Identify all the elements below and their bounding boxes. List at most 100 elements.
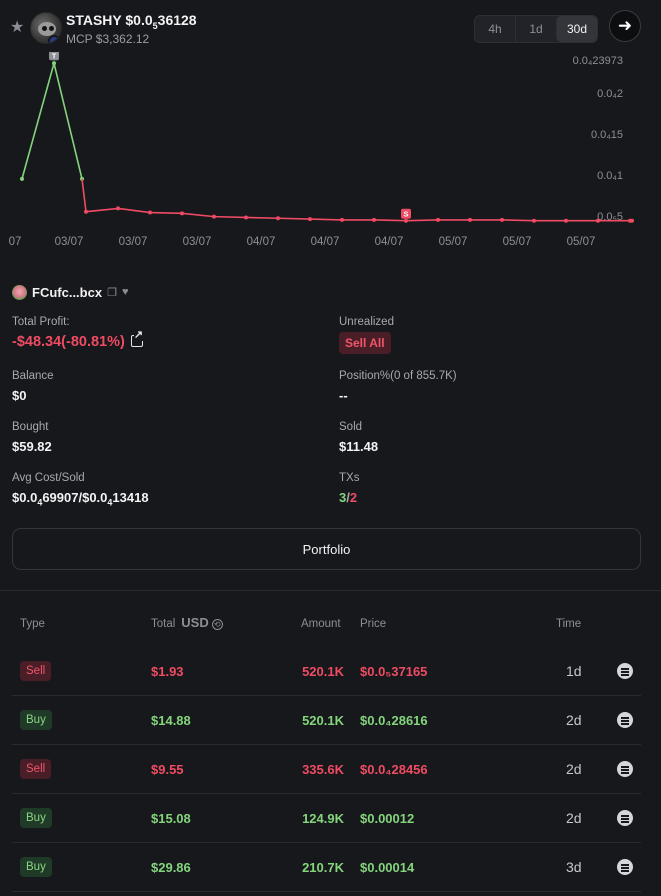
- data-point[interactable]: [308, 217, 312, 222]
- total-cell: $9.55: [151, 761, 184, 777]
- position-label: Position%(0 of 855.7K): [339, 370, 457, 382]
- type-badge: Sell: [20, 759, 52, 779]
- data-point[interactable]: [404, 218, 408, 223]
- data-point[interactable]: [596, 218, 600, 223]
- col-type: Type: [20, 618, 45, 630]
- data-point[interactable]: [244, 215, 248, 220]
- table-row[interactable]: Buy $29.86 210.7K $0.00014 3d: [12, 843, 641, 892]
- svg-text:S: S: [403, 210, 408, 219]
- data-point[interactable]: [436, 217, 440, 222]
- details-icon[interactable]: [617, 761, 633, 777]
- amount-cell: 520.1K: [302, 712, 344, 728]
- details-icon[interactable]: [617, 663, 633, 679]
- type-badge: Buy: [20, 857, 52, 877]
- copy-icon[interactable]: ❐: [107, 286, 117, 299]
- trade-marker[interactable]: T: [49, 52, 59, 60]
- x-tick-label: 03/07: [183, 236, 212, 248]
- chain-badge-icon: [48, 35, 60, 43]
- sold-label: Sold: [339, 421, 363, 433]
- data-point[interactable]: [116, 206, 120, 211]
- table-row[interactable]: Sell $1.93 520.1K $0.0₅37165 1d: [12, 647, 641, 696]
- data-point[interactable]: [468, 217, 472, 222]
- data-point[interactable]: [630, 218, 634, 223]
- col-price: Price: [360, 618, 387, 630]
- data-point[interactable]: [276, 216, 280, 221]
- txs-label: TXs: [339, 472, 360, 484]
- time-cell: 2d: [566, 761, 582, 777]
- timeframe-30d[interactable]: 30d: [556, 16, 597, 42]
- external-link-icon[interactable]: [130, 329, 144, 347]
- wallet-address[interactable]: FCufc...bcx: [32, 284, 103, 300]
- y-tick-label: 0.0₄23973: [573, 55, 623, 67]
- data-point[interactable]: [532, 218, 536, 223]
- table-row[interactable]: Sell $9.55 335.6K $0.0₄28456 2d: [12, 745, 641, 794]
- data-point[interactable]: [52, 61, 56, 66]
- price-cell: $0.00012: [360, 810, 415, 826]
- usd-toggle[interactable]: USD: [181, 615, 209, 630]
- total-cell: $1.93: [151, 663, 184, 679]
- data-point[interactable]: [500, 217, 504, 222]
- data-point[interactable]: [212, 214, 216, 219]
- bought: Bought $59.82: [12, 421, 52, 454]
- time-cell: 3d: [566, 859, 582, 875]
- timeframe-selector: 4h 1d 30d: [474, 15, 598, 43]
- data-point[interactable]: [180, 211, 184, 216]
- position-value: --: [339, 388, 348, 403]
- details-icon[interactable]: [617, 712, 633, 728]
- x-tick-label: 04/07: [311, 236, 340, 248]
- x-tick-label: 07: [9, 236, 22, 248]
- token-header: ★ STASHY $0.0536128 MCP $3,362.12 4h 1d …: [0, 0, 661, 52]
- time-cell: 2d: [566, 810, 582, 826]
- col-time: Time: [556, 618, 582, 630]
- total-profit: Total Profit: -$48.34(-80.81%): [12, 316, 144, 350]
- swap-icon[interactable]: ⟲: [211, 619, 223, 630]
- sell-all-button[interactable]: Sell All: [339, 332, 391, 354]
- section-divider: [0, 590, 661, 591]
- trade-marker[interactable]: S: [401, 208, 411, 219]
- type-badge: Sell: [20, 661, 52, 681]
- price-cell: $0.00014: [360, 859, 415, 875]
- heart-icon[interactable]: ♥: [121, 286, 129, 298]
- data-point[interactable]: [80, 176, 84, 181]
- table-row[interactable]: Buy $14.88 520.1K $0.0₄28616 2d: [12, 696, 641, 745]
- portfolio-button[interactable]: Portfolio: [12, 528, 641, 570]
- total-profit-value: -$48.34(-80.81%): [12, 329, 144, 350]
- details-icon[interactable]: [617, 859, 633, 875]
- price-cell: $0.0₄28616: [360, 712, 428, 728]
- time-cell: 2d: [566, 712, 582, 728]
- bought-value: $59.82: [12, 439, 52, 454]
- data-point[interactable]: [20, 176, 24, 181]
- position: Position%(0 of 855.7K) --: [339, 370, 457, 403]
- data-point[interactable]: [340, 217, 344, 222]
- data-point[interactable]: [84, 209, 88, 214]
- price-chart-svg: 0.0₄23973 0.0₄2 0.0₄15 0.0₄1 0.0₅5 07 03/07 03/…: [9, 52, 634, 248]
- balance-value: $0: [12, 388, 27, 403]
- col-total[interactable]: Total USD ⟲: [151, 615, 223, 630]
- amount-cell: 520.1K: [302, 663, 344, 679]
- total-cell: $15.08: [151, 810, 191, 826]
- x-tick-label: 05/07: [503, 236, 532, 248]
- total-profit-label: Total Profit:: [12, 316, 70, 328]
- series-line: [21, 60, 83, 180]
- data-point[interactable]: [564, 218, 568, 223]
- unrealized-label: Unrealized: [339, 316, 394, 328]
- y-tick-label: 0.0₄15: [591, 129, 623, 141]
- data-point[interactable]: [148, 210, 152, 215]
- table-row[interactable]: Buy $15.08 124.9K $0.00012 2d: [12, 794, 641, 843]
- arrow-right-icon[interactable]: ➜: [609, 10, 641, 42]
- market-cap: MCP $3,362.12: [66, 32, 150, 46]
- star-icon[interactable]: ★: [10, 19, 25, 36]
- wallet-avatar: [12, 284, 27, 300]
- bought-label: Bought: [12, 421, 49, 433]
- details-icon[interactable]: [617, 810, 633, 826]
- timeframe-4h[interactable]: 4h: [488, 22, 502, 36]
- timeframe-1d[interactable]: 1d: [515, 16, 556, 42]
- total-cell: $29.86: [151, 859, 191, 875]
- unrealized: Unrealized Sell All: [339, 316, 394, 354]
- balance: Balance $0: [12, 370, 54, 403]
- y-tick-label: 0.0₅5: [597, 211, 623, 223]
- data-point[interactable]: [372, 217, 376, 222]
- col-amount: Amount: [301, 618, 341, 630]
- y-tick-label: 0.0₄2: [597, 88, 623, 100]
- txs: TXs 3/2: [339, 472, 359, 505]
